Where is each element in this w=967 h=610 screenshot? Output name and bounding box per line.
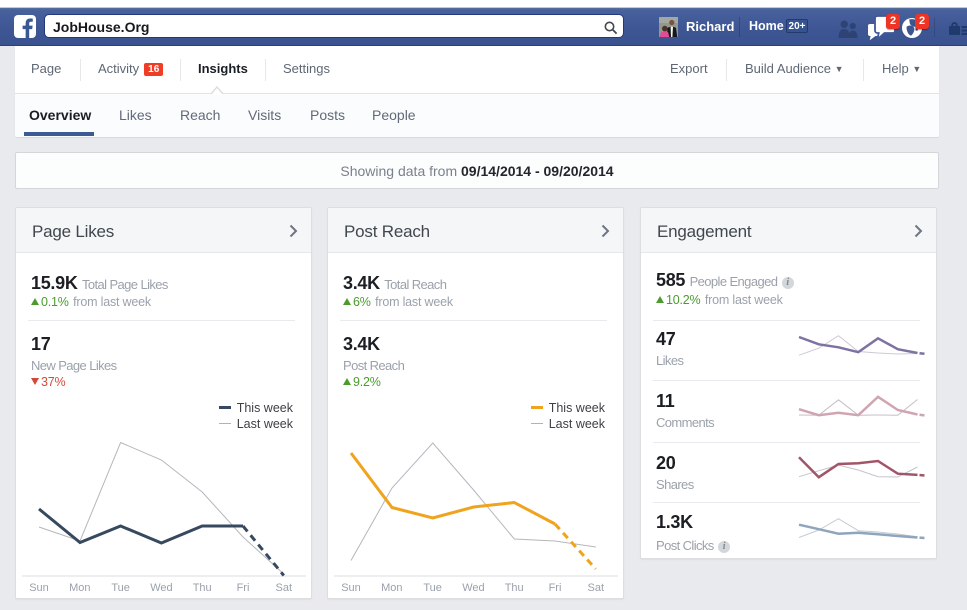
svg-text:Mon: Mon — [69, 582, 90, 594]
svg-text:Fri: Fri — [549, 582, 562, 594]
svg-text:Sun: Sun — [29, 582, 49, 594]
svg-text:Sat: Sat — [276, 582, 293, 594]
svg-text:Thu: Thu — [505, 582, 524, 594]
svg-text:Wed: Wed — [150, 582, 172, 594]
svg-text:Sun: Sun — [341, 582, 361, 594]
svg-text:Wed: Wed — [462, 582, 484, 594]
svg-text:Sat: Sat — [588, 582, 605, 594]
svg-text:Mon: Mon — [381, 582, 402, 594]
svg-text:Thu: Thu — [193, 582, 212, 594]
svg-text:Tue: Tue — [423, 582, 442, 594]
svg-text:Tue: Tue — [111, 582, 130, 594]
svg-text:Fri: Fri — [237, 582, 250, 594]
